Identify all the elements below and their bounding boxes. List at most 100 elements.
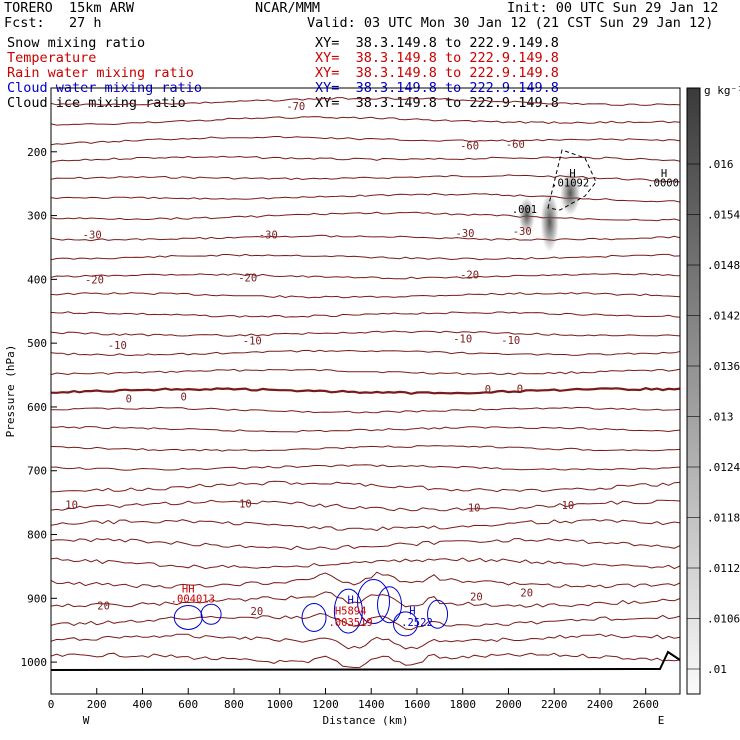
y-tick-label: 700 xyxy=(27,465,47,478)
colorbar-label: .0112 xyxy=(707,562,740,575)
isotherm-label: 10 xyxy=(562,500,575,512)
isotherm-label: 20 xyxy=(97,600,110,612)
annotation-label: .001 xyxy=(512,204,537,216)
cloud-ice-shading xyxy=(518,197,535,234)
colorbar-label: .0142 xyxy=(707,310,740,323)
cloud-ice-shading xyxy=(540,191,559,252)
isotherm-line xyxy=(51,538,680,551)
snow-contour xyxy=(547,149,597,211)
annotation-label: H5894 xyxy=(335,605,367,617)
isotherm-line xyxy=(51,311,680,318)
annotation-label: H xyxy=(569,168,575,180)
cloud-water-contour xyxy=(200,603,222,625)
isotherm-line xyxy=(51,406,680,414)
isotherm-line xyxy=(51,464,680,471)
cloud-water-contour xyxy=(427,599,449,629)
isotherm-label: 0 xyxy=(180,392,186,404)
isotherm-line xyxy=(51,253,680,261)
cloud-water-contour xyxy=(173,604,203,630)
isotherm-line xyxy=(51,211,680,222)
isotherm-line xyxy=(51,155,680,163)
y-tick-label: 200 xyxy=(27,146,47,159)
isotherm-label: 0 xyxy=(485,384,491,396)
x-tick-label: 2400 xyxy=(587,698,614,711)
annotation-label: H xyxy=(661,168,667,180)
colorbar-unit: g kg⁻¹ xyxy=(704,84,740,97)
annotation-label: .004013 xyxy=(171,593,215,605)
x-tick-label: 1600 xyxy=(404,698,431,711)
isotherm-line xyxy=(51,234,680,242)
isotherm-line xyxy=(51,292,680,299)
y-axis-label: Pressure (hPa) xyxy=(4,345,17,438)
isotherm-line xyxy=(51,480,680,493)
legend-xy: XY= 38.3.149.8 to 222.9.149.8 xyxy=(315,50,559,66)
isotherm-label: -10 xyxy=(453,334,472,346)
isotherm-line xyxy=(51,591,680,608)
isotherm-label: 20 xyxy=(470,591,483,603)
init-time: Init: 00 UTC Sun 29 Jan 12 xyxy=(507,0,719,16)
isotherm-line xyxy=(51,368,680,376)
west-label: W xyxy=(83,714,90,727)
x-tick-label: 1000 xyxy=(266,698,293,711)
legend-entry: Rain water mixing ratio xyxy=(7,65,194,81)
isotherm-label: -30 xyxy=(513,226,532,238)
cloud-water-contour xyxy=(377,586,403,624)
annotation-label: H xyxy=(409,605,415,617)
isotherm-label: 10 xyxy=(239,498,252,510)
colorbar-label: .0136 xyxy=(707,360,740,373)
y-tick-label: 800 xyxy=(27,529,47,542)
legend-entry: Temperature xyxy=(7,50,97,66)
isotherm-line xyxy=(51,499,680,512)
isotherm-label: -20 xyxy=(460,269,479,281)
annotation-label: .2522 xyxy=(401,617,433,629)
isotherm-line xyxy=(51,387,680,395)
isotherm-line xyxy=(51,330,680,337)
org-label: NCAR/MMM xyxy=(255,0,321,16)
colorbar-label: .013 xyxy=(707,411,734,424)
isotherm-line xyxy=(51,633,680,650)
isotherm-label: -60 xyxy=(460,140,479,152)
cloud-water-contour xyxy=(357,579,391,625)
legend-xy: XY= 38.3.149.8 to 222.9.149.8 xyxy=(315,35,559,51)
legend-xy: XY= 38.3.149.8 to 222.9.149.8 xyxy=(315,65,559,81)
isotherm-label: -10 xyxy=(108,340,127,352)
isotherm-label: 0 xyxy=(126,394,132,406)
x-tick-label: 2200 xyxy=(541,698,568,711)
plot-frame xyxy=(50,87,681,695)
isotherm-label: 10 xyxy=(65,500,78,512)
isotherm-line xyxy=(51,652,680,669)
isotherm-line xyxy=(51,136,680,146)
isotherm-line xyxy=(51,116,680,126)
isotherm-line xyxy=(51,518,680,532)
terrain-line xyxy=(51,650,680,671)
isotherm-label: -20 xyxy=(85,274,104,286)
model-title: TORERO 15km ARW xyxy=(4,0,135,16)
legend-entry: Snow mixing ratio xyxy=(7,35,146,51)
x-tick-label: 0 xyxy=(48,698,55,711)
isotherm-label: 0 xyxy=(517,383,523,395)
colorbar-label: .0118 xyxy=(707,512,740,525)
isotherm-label: -70 xyxy=(286,101,305,113)
isotherm-label: 10 xyxy=(468,503,481,515)
x-tick-label: 1200 xyxy=(312,698,339,711)
isotherm-line xyxy=(51,571,680,589)
x-tick-label: 600 xyxy=(178,698,198,711)
isotherm-line xyxy=(51,273,680,280)
isotherm-label: -30 xyxy=(456,228,475,240)
cloud-water-contour xyxy=(393,611,419,637)
y-tick-label: 1000 xyxy=(21,656,48,669)
isotherm-line xyxy=(51,349,680,357)
colorbar-label: .016 xyxy=(707,158,734,171)
cloud-water-contour xyxy=(333,588,363,634)
x-tick-label: 800 xyxy=(224,698,244,711)
annotation-label: .00002 xyxy=(647,177,685,189)
isotherm-line xyxy=(51,557,680,570)
colorbar-label: .0124 xyxy=(707,461,740,474)
isotherm-label: -10 xyxy=(243,336,262,348)
y-tick-label: 600 xyxy=(27,401,47,414)
x-tick-label: 200 xyxy=(87,698,107,711)
x-tick-label: 2600 xyxy=(632,698,659,711)
cloud-ice-shading xyxy=(560,171,581,216)
legend-entry: Cloud water mixing ratio xyxy=(7,80,203,96)
